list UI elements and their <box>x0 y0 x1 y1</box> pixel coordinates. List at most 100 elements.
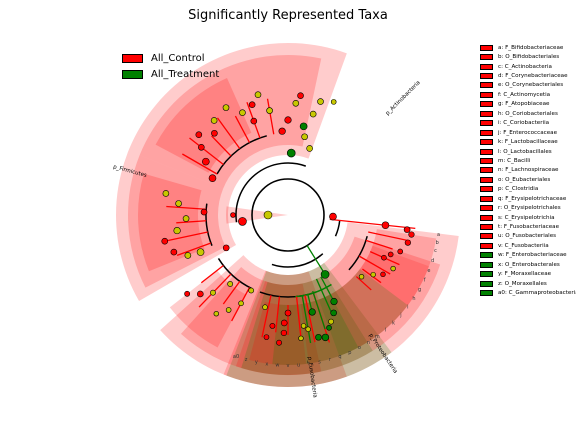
group-legend-entry: All_Control <box>122 50 219 66</box>
tree-node <box>330 297 338 306</box>
sector-letter: h <box>412 296 415 302</box>
sector-letter: s <box>318 360 321 366</box>
taxon-legend-entry: n: F_Lachnospiraceae <box>480 166 576 175</box>
tree-node <box>403 226 411 233</box>
tree-branch <box>176 242 212 256</box>
tree-node <box>227 281 234 287</box>
phylum-label: p_Actinobacteria <box>385 80 422 117</box>
phylum-label: p_Fusobacteria <box>306 356 318 398</box>
taxon-label: l: O_Lactobacillales <box>498 148 552 155</box>
taxon-swatch <box>480 176 493 183</box>
sector-o-erysipelotrichales <box>169 270 246 348</box>
sector-letter: n <box>367 340 370 346</box>
taxon-legend-entry: l: O_Lactobacillales <box>480 147 576 156</box>
tree-node <box>278 127 286 135</box>
taxon-swatch <box>480 110 493 117</box>
tree-node <box>404 239 411 246</box>
tree-node <box>175 200 182 207</box>
tree-node <box>222 244 230 252</box>
taxon-legend-entry: x: O_Enterobacterales <box>480 260 576 269</box>
tree-node <box>238 217 247 226</box>
tree-node <box>297 92 304 99</box>
sector-letter: q <box>338 354 341 360</box>
taxon-label: a: F_Bifidobacteriaceae <box>498 44 564 51</box>
taxon-legend-entry: i: C_Coriobacteriia <box>480 119 576 128</box>
tree-node <box>305 326 311 332</box>
tree-node <box>161 237 169 245</box>
tree-node <box>182 215 190 222</box>
tree-arc <box>348 236 368 271</box>
tree-node <box>330 309 337 317</box>
taxon-swatch <box>480 290 493 297</box>
sector-letter: b <box>436 240 439 246</box>
sector-letter: v <box>287 363 290 369</box>
tree-node <box>248 101 256 108</box>
taxon-swatch <box>480 271 493 278</box>
tree-branch <box>198 273 232 308</box>
tree-node <box>280 329 287 337</box>
taxon-swatch <box>480 120 493 127</box>
taxon-swatch <box>480 73 493 80</box>
taxon-label: j: F_Enterococcaceae <box>498 129 558 136</box>
taxon-swatch <box>480 195 493 202</box>
taxon-legend-entry: a: F_Bifidobacteriaceae <box>480 43 576 52</box>
taxon-swatch <box>480 139 493 146</box>
taxon-swatch <box>480 186 493 193</box>
sector-letter: z <box>245 357 248 363</box>
taxon-label: u: O_Fusobacteriales <box>498 233 557 240</box>
tree-node <box>197 290 204 298</box>
taxon-legend-entry: e: O_Corynebacteriales <box>480 81 576 90</box>
tree-node <box>280 319 288 327</box>
sector-o-enterobacterales <box>272 294 359 366</box>
tree-node <box>262 304 268 310</box>
taxon-legend-entry: w: F_Enterobacteriaceae <box>480 251 576 260</box>
taxon-legend-entry: f: C_Actinomycetia <box>480 90 576 99</box>
taxon-label: x: O_Enterobacterales <box>498 261 560 268</box>
tree-node <box>254 91 262 98</box>
tree-branch <box>166 205 207 210</box>
tree-arc <box>295 283 332 298</box>
tree-node <box>292 99 300 107</box>
sector-letter: f <box>424 278 426 284</box>
tree-node <box>276 339 282 346</box>
taxon-swatch <box>480 91 493 98</box>
taxon-swatch <box>480 148 493 155</box>
sector-letter: w <box>275 363 279 369</box>
taxon-legend-entry: h: O_Coriobacteriales <box>480 109 576 118</box>
taxon-label: s: C_Erysipelotrichia <box>498 214 555 221</box>
tree-node <box>230 212 236 218</box>
tree-node <box>306 145 313 152</box>
taxon-label: q: F_Erysipelotrichaceae <box>498 195 567 202</box>
tree-branch <box>189 137 224 166</box>
taxon-legend-entry: d: F_Corynebacteriaceae <box>480 71 576 80</box>
taxon-label: d: F_Corynebacteriaceae <box>498 73 568 80</box>
taxon-label: n: F_Lachnospiraceae <box>498 167 559 174</box>
sector-letter: l <box>385 327 386 333</box>
sector-letter: x <box>265 362 268 368</box>
tree-node <box>211 129 218 137</box>
tree-node <box>408 231 415 238</box>
sector-letter: d <box>431 258 434 264</box>
taxon-label: f: C_Actinomycetia <box>498 91 551 98</box>
sector-o-fusobacteriales <box>249 301 307 366</box>
control-swatch <box>122 53 143 63</box>
tree-node <box>299 122 308 131</box>
taxon-swatch <box>480 233 493 240</box>
tree-node <box>317 98 324 105</box>
tree-node <box>248 287 255 294</box>
tree-branch <box>162 231 208 243</box>
taxon-legend-entry: k: F_Lactobacillaceae <box>480 137 576 146</box>
taxon-label: m: C_Bacilli <box>498 157 531 164</box>
taxon-swatch <box>480 167 493 174</box>
tree-node <box>321 333 330 342</box>
tree-node <box>263 210 273 220</box>
taxon-label: k: F_Lactobacillaceae <box>498 139 558 146</box>
tree-node <box>200 208 208 216</box>
taxon-legend-entry: z: O_Moraxellales <box>480 279 576 288</box>
sector-letter: g <box>418 287 421 293</box>
taxon-swatch <box>480 205 493 212</box>
tree-node <box>390 265 396 272</box>
tree-node <box>330 99 337 105</box>
